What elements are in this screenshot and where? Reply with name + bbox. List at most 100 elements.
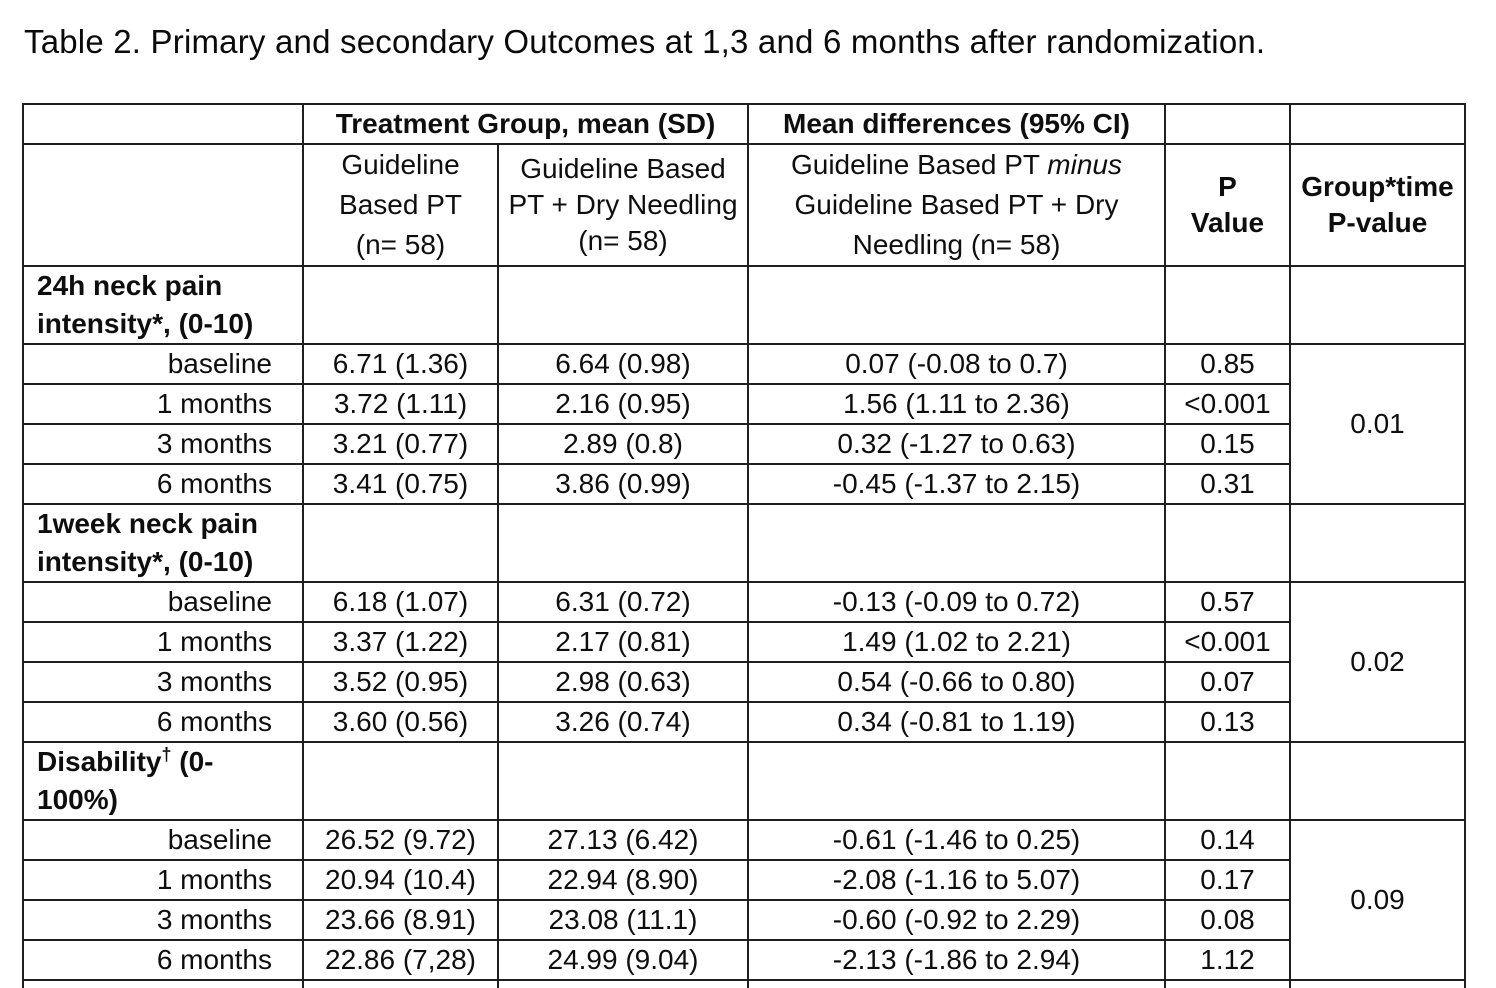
table-row: 3 months 3.52 (0.95) 2.98 (0.63) 0.54 (-… bbox=[22, 661, 1465, 703]
mean-diff-cell: -0.13 (-0.09 to 0.72) bbox=[747, 581, 1166, 623]
table-row: 1 months 3.37 (1.22) 2.17 (0.81) 1.49 (1… bbox=[22, 621, 1465, 663]
time-label-cell: baseline bbox=[22, 343, 304, 385]
truncated-row bbox=[22, 979, 1466, 988]
p-value-cell: 0.57 bbox=[1164, 581, 1291, 623]
table-row: baseline 6.18 (1.07) 6.31 (0.72) -0.13 (… bbox=[22, 581, 1466, 743]
p-value-cell: 0.17 bbox=[1164, 859, 1291, 901]
section-header-24h-neck-pain: 24h neck pain intensity*, (0-10) bbox=[22, 265, 1466, 345]
time-label-cell: 1 months bbox=[22, 859, 304, 901]
mean-diff-cell: -2.08 (-1.16 to 5.07) bbox=[747, 859, 1166, 901]
mean-diff-cell: -0.61 (-1.46 to 0.25) bbox=[747, 819, 1166, 861]
table-row: baseline 6.71 (1.36) 6.64 (0.98) 0.07 (-… bbox=[22, 343, 1466, 505]
table-row: 1 months 3.72 (1.11) 2.16 (0.95) 1.56 (1… bbox=[22, 383, 1465, 425]
header-mean-differences: Mean differences (95% CI) bbox=[747, 103, 1166, 145]
header-row-1: Treatment Group, mean (SD) Mean differen… bbox=[22, 103, 1466, 145]
header-p-value: P Value bbox=[1164, 143, 1291, 267]
pt-mean-cell: 3.37 (1.22) bbox=[302, 621, 499, 663]
ptdn-mean-cell: 24.99 (9.04) bbox=[497, 939, 749, 981]
header-empty-gt bbox=[1289, 103, 1466, 145]
mean-diff-cell: -0.60 (-0.92 to 2.29) bbox=[747, 899, 1166, 941]
section-title-24h-neck-pain: 24h neck pain intensity*, (0-10) bbox=[22, 265, 304, 345]
p-value-cell: 0.15 bbox=[1164, 423, 1291, 465]
section-title-1week-neck-pain: 1week neck pain intensity*, (0-10) bbox=[22, 503, 304, 583]
pt-mean-cell: 22.86 (7,28) bbox=[302, 939, 499, 981]
ptdn-mean-cell: 3.26 (0.74) bbox=[497, 701, 749, 743]
time-label-cell: baseline bbox=[22, 819, 304, 861]
table-row: 6 months 3.60 (0.56) 3.26 (0.74) 0.34 (-… bbox=[22, 701, 1465, 743]
pt-mean-cell: 3.41 (0.75) bbox=[302, 463, 499, 505]
pt-mean-cell: 3.72 (1.11) bbox=[302, 383, 499, 425]
ptdn-mean-cell: 2.98 (0.63) bbox=[497, 661, 749, 703]
ptdn-mean-cell: 23.08 (11.1) bbox=[497, 899, 749, 941]
time-label-cell: 1 months bbox=[22, 621, 304, 663]
p-value-cell: 0.13 bbox=[1164, 701, 1291, 743]
table-row: 3 months 3.21 (0.77) 2.89 (0.8) 0.32 (-1… bbox=[22, 423, 1465, 465]
table-caption: Table 2. Primary and secondary Outcomes … bbox=[24, 23, 1266, 60]
header-empty-p bbox=[1164, 103, 1291, 145]
table-row: baseline 26.52 (9.72) 27.13 (6.42) -0.61… bbox=[22, 819, 1466, 981]
p-value-cell: <0.001 bbox=[1164, 621, 1291, 663]
diff-header-line2: Guideline Based PT + Dry Needling (n= 58… bbox=[794, 189, 1119, 260]
time-label-cell: baseline bbox=[22, 581, 304, 623]
subheader-mean-difference: Guideline Based PT minus Guideline Based… bbox=[747, 143, 1166, 267]
pt-mean-cell: 20.94 (10.4) bbox=[302, 859, 499, 901]
mean-diff-cell: -0.45 (-1.37 to 2.15) bbox=[747, 463, 1166, 505]
table-row: 1 months 20.94 (10.4) 22.94 (8.90) -2.08… bbox=[22, 859, 1465, 901]
pt-mean-cell: 6.18 (1.07) bbox=[302, 581, 499, 623]
section-header-disability: Disability† (0- 100%) bbox=[22, 741, 1466, 821]
time-label-cell: 6 months bbox=[22, 701, 304, 743]
pt-mean-cell: 3.21 (0.77) bbox=[302, 423, 499, 465]
pt-mean-cell: 3.60 (0.56) bbox=[302, 701, 499, 743]
p-value-cell: 1.12 bbox=[1164, 939, 1291, 981]
ptdn-mean-cell: 2.17 (0.81) bbox=[497, 621, 749, 663]
pt-mean-cell: 23.66 (8.91) bbox=[302, 899, 499, 941]
ptdn-mean-cell: 2.89 (0.8) bbox=[497, 423, 749, 465]
mean-diff-cell: -2.13 (-1.86 to 2.94) bbox=[747, 939, 1166, 981]
p-value-cell: <0.001 bbox=[1164, 383, 1291, 425]
table-row: 3 months 23.66 (8.91) 23.08 (11.1) -0.60… bbox=[22, 899, 1465, 941]
diff-header-line1: Guideline Based PT minus bbox=[790, 149, 1122, 180]
dagger-symbol: † bbox=[161, 744, 172, 765]
ptdn-mean-cell: 27.13 (6.42) bbox=[497, 819, 749, 861]
time-label-cell: 3 months bbox=[22, 899, 304, 941]
p-value-cell: 0.14 bbox=[1164, 819, 1291, 861]
mean-diff-cell: 1.49 (1.02 to 2.21) bbox=[747, 621, 1166, 663]
header-row-2: Guideline Based PT (n= 58) Guideline Bas… bbox=[22, 143, 1466, 267]
time-label-cell: 1 months bbox=[22, 383, 304, 425]
ptdn-mean-cell: 6.31 (0.72) bbox=[497, 581, 749, 623]
table-row: 6 months 22.86 (7,28) 24.99 (9.04) -2.13… bbox=[22, 939, 1465, 981]
pt-mean-cell: 26.52 (9.72) bbox=[302, 819, 499, 861]
minus-word-italic: minus bbox=[1047, 149, 1122, 180]
group-time-p-cell: 0.09 bbox=[1289, 819, 1466, 981]
subheader-guideline-pt-dry-needling: Guideline Based PT + Dry Needling (n= 58… bbox=[497, 143, 749, 267]
ptdn-mean-cell: 22.94 (8.90) bbox=[497, 859, 749, 901]
mean-diff-cell: 1.56 (1.11 to 2.36) bbox=[747, 383, 1166, 425]
time-label-cell: 3 months bbox=[22, 423, 304, 465]
mean-diff-cell: 0.07 (-0.08 to 0.7) bbox=[747, 343, 1166, 385]
header-treatment-group: Treatment Group, mean (SD) bbox=[302, 103, 749, 145]
mean-diff-cell: 0.54 (-0.66 to 0.80) bbox=[747, 661, 1166, 703]
group-time-p-cell: 0.01 bbox=[1289, 343, 1466, 505]
p-value-cell: 0.08 bbox=[1164, 899, 1291, 941]
mean-diff-cell: 0.32 (-1.27 to 0.63) bbox=[747, 423, 1166, 465]
group-time-p-cell: 0.02 bbox=[1289, 581, 1466, 743]
p-value-cell: 0.07 bbox=[1164, 661, 1291, 703]
ptdn-mean-cell: 3.86 (0.99) bbox=[497, 463, 749, 505]
table-row: 6 months 3.41 (0.75) 3.86 (0.99) -0.45 (… bbox=[22, 463, 1465, 505]
outcomes-table: Treatment Group, mean (SD) Mean differen… bbox=[22, 103, 1466, 988]
time-label-cell: 6 months bbox=[22, 939, 304, 981]
time-label-cell: 3 months bbox=[22, 661, 304, 703]
mean-diff-cell: 0.34 (-0.81 to 1.19) bbox=[747, 701, 1166, 743]
p-value-cell: 0.31 bbox=[1164, 463, 1291, 505]
time-label-cell: 6 months bbox=[22, 463, 304, 505]
ptdn-mean-cell: 2.16 (0.95) bbox=[497, 383, 749, 425]
section-title-disability: Disability† (0- 100%) bbox=[22, 741, 304, 821]
header-empty-corner bbox=[22, 103, 304, 145]
pt-mean-cell: 3.52 (0.95) bbox=[302, 661, 499, 703]
p-value-cell: 0.85 bbox=[1164, 343, 1291, 385]
header-group-time-p-value: Group*time P-value bbox=[1289, 143, 1466, 267]
subheader-empty bbox=[22, 143, 304, 267]
ptdn-mean-cell: 6.64 (0.98) bbox=[497, 343, 749, 385]
subheader-guideline-pt: Guideline Based PT (n= 58) bbox=[302, 143, 499, 267]
